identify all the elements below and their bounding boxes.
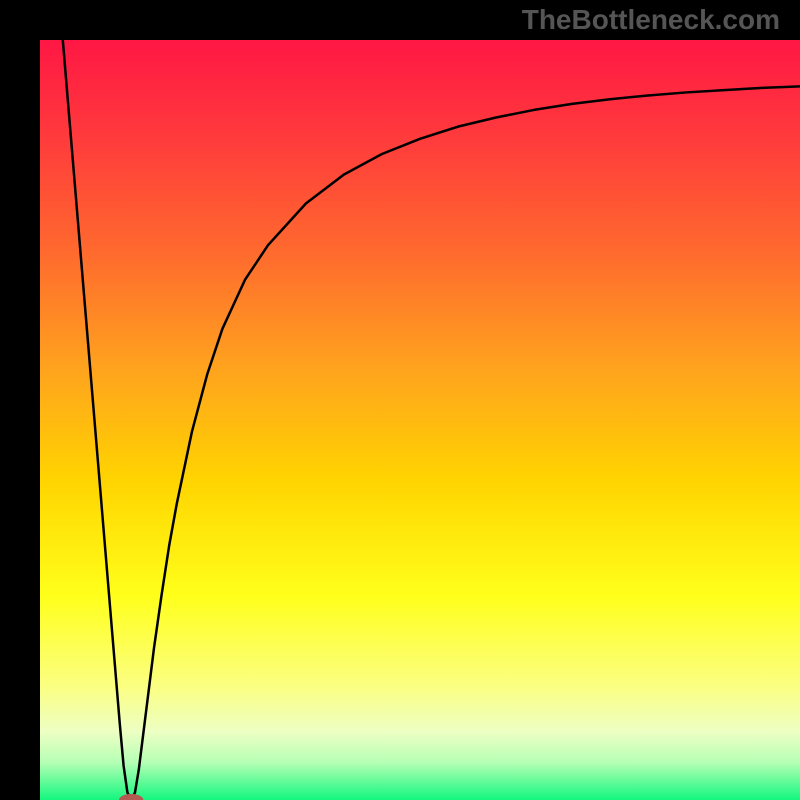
plot-area [40, 40, 800, 800]
chart-svg [40, 40, 800, 800]
bottleneck-curve [63, 40, 800, 800]
optimal-point-marker [119, 794, 143, 800]
chart-container: TheBottleneck.com [0, 0, 800, 800]
watermark-text: TheBottleneck.com [522, 4, 780, 36]
